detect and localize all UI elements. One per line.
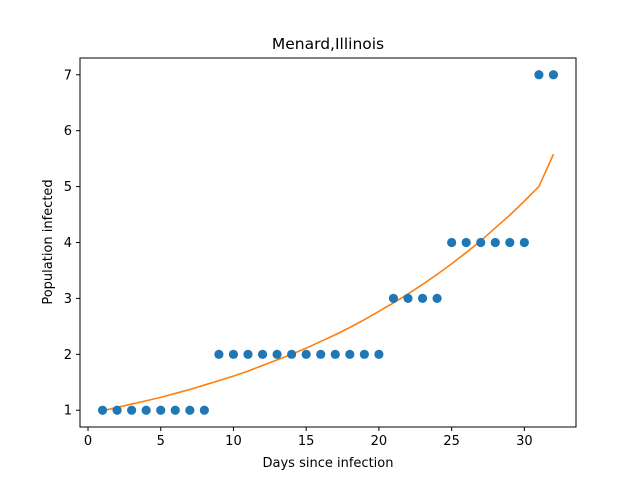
- x-tick-label: 15: [298, 434, 315, 449]
- data-point: [548, 70, 559, 80]
- data-point: [112, 405, 122, 415]
- data-point: [127, 405, 137, 415]
- data-point: [476, 237, 486, 248]
- data-point: [330, 349, 340, 359]
- data-point: [170, 405, 180, 415]
- data-point: [374, 349, 384, 359]
- y-axis: 1 2 3 4 5 6 7: [64, 68, 80, 419]
- x-tick-label: 0: [84, 434, 92, 449]
- y-tick-label: 4: [64, 236, 72, 251]
- data-point: [432, 293, 442, 304]
- data-point: [257, 349, 268, 359]
- data-point: [156, 405, 166, 415]
- y-tick-label: 7: [64, 68, 72, 83]
- data-point: [417, 293, 428, 304]
- data-point: [185, 405, 195, 415]
- y-tick-label: 1: [64, 404, 72, 419]
- data-point: [301, 349, 311, 359]
- y-tick-label: 6: [64, 124, 72, 139]
- data-point: [403, 293, 413, 304]
- data-point: [228, 349, 239, 359]
- y-tick-label: 5: [64, 180, 72, 195]
- x-tick-label: 30: [516, 434, 533, 449]
- data-point: [388, 293, 399, 304]
- y-tick-label: 3: [64, 292, 72, 307]
- data-point: [534, 70, 544, 80]
- y-tick-label: 2: [64, 348, 72, 363]
- data-point: [97, 405, 108, 415]
- data-point: [359, 349, 369, 359]
- chart-title: Menard,Illinois: [272, 35, 384, 53]
- data-point: [505, 237, 515, 248]
- data-point: [316, 349, 326, 359]
- data-point: [490, 237, 500, 248]
- plot-area: [97, 70, 559, 415]
- y-axis-label: Population infected: [41, 179, 56, 304]
- data-point: [199, 405, 209, 415]
- data-point: [461, 237, 471, 248]
- data-point: [287, 349, 297, 359]
- data-point: [243, 349, 253, 359]
- x-tick-label: 20: [371, 434, 388, 449]
- data-point: [141, 405, 151, 415]
- data-point: [272, 349, 282, 359]
- x-tick-label: 10: [225, 434, 242, 449]
- x-axis: 0 5 10 15 20 25 30: [84, 427, 533, 449]
- data-point: [345, 349, 355, 359]
- data-point: [519, 237, 529, 248]
- x-tick-label: 5: [157, 434, 165, 449]
- data-point: [447, 237, 457, 248]
- x-tick-label: 25: [443, 434, 460, 449]
- x-axis-label: Days since infection: [263, 456, 394, 471]
- data-point: [214, 349, 224, 359]
